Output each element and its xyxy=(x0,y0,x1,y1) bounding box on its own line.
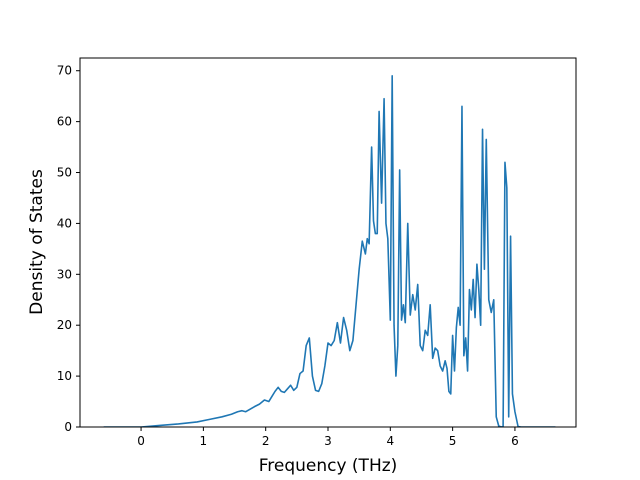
x-tick-label: 2 xyxy=(262,434,270,448)
y-tick-label: 30 xyxy=(57,267,72,281)
y-tick-label: 70 xyxy=(57,64,72,78)
x-tick-label: 4 xyxy=(386,434,394,448)
y-axis-label: Density of States xyxy=(27,169,47,315)
y-tick-label: 50 xyxy=(57,166,72,180)
x-tick-label: 3 xyxy=(324,434,332,448)
y-tick-label: 40 xyxy=(57,216,72,230)
series-line-0 xyxy=(103,75,556,427)
x-tick-label: 1 xyxy=(200,434,208,448)
y-tick-label: 20 xyxy=(57,318,72,332)
x-tick-label: 6 xyxy=(511,434,519,448)
y-tick-label: 0 xyxy=(64,420,72,434)
x-tick-label: 0 xyxy=(137,434,145,448)
x-axis-label: Frequency (THz) xyxy=(259,456,398,476)
x-tick-label: 5 xyxy=(449,434,457,448)
y-tick-label: 10 xyxy=(57,369,72,383)
y-tick-label: 60 xyxy=(57,115,72,129)
